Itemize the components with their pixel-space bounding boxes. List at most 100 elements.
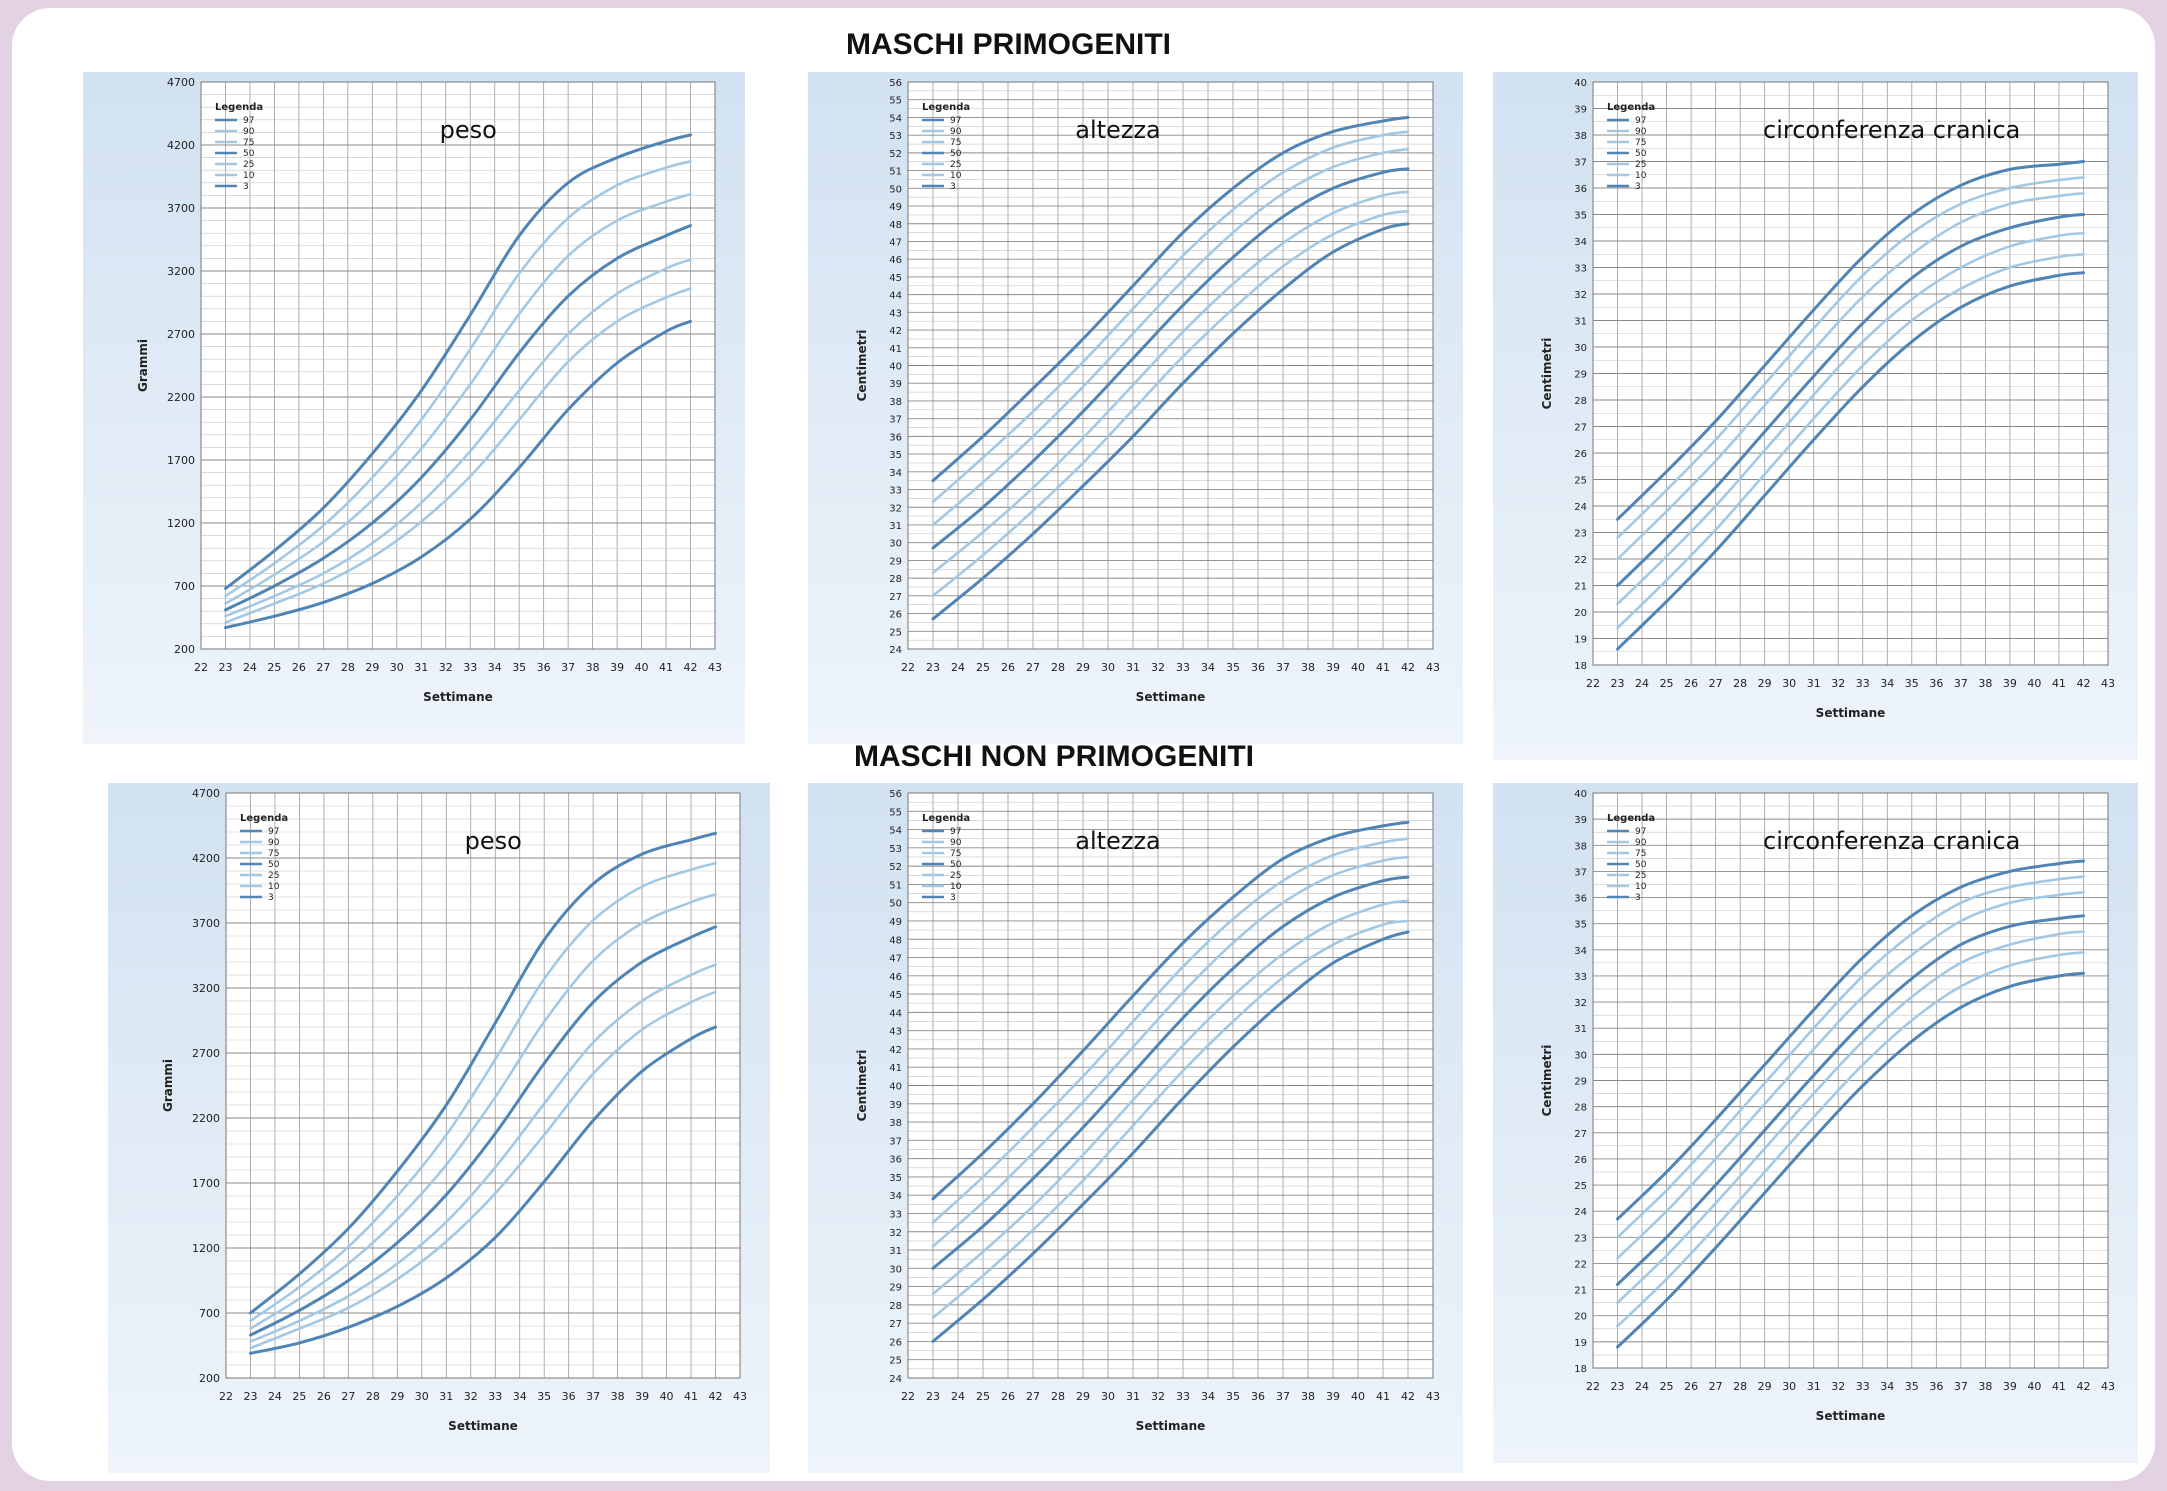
x-tick-label: 29 bbox=[365, 661, 379, 674]
series-line-50 bbox=[224, 224, 692, 612]
x-tick-label: 33 bbox=[463, 661, 477, 674]
y-tick-label: 35 bbox=[889, 450, 902, 461]
y-tick-label: 31 bbox=[1574, 1024, 1587, 1035]
x-tick-label: 37 bbox=[586, 1390, 600, 1403]
y-tick-label: 39 bbox=[1574, 105, 1587, 116]
x-tick-label: 28 bbox=[341, 661, 355, 674]
x-tick-label: 27 bbox=[1026, 1390, 1040, 1403]
plot-frame bbox=[1592, 81, 2109, 666]
series-line-75 bbox=[931, 855, 1410, 1248]
x-tick-label: 28 bbox=[1051, 661, 1065, 674]
y-tick-label: 27 bbox=[1574, 1129, 1587, 1140]
legend-entry: 97 bbox=[950, 116, 961, 126]
legend-title: Legenda bbox=[240, 813, 288, 824]
series-line-90 bbox=[1616, 176, 2085, 540]
x-tick-label: 36 bbox=[1929, 1380, 1943, 1393]
x-tick-label: 27 bbox=[341, 1390, 355, 1403]
y-tick-label: 2700 bbox=[192, 1047, 220, 1060]
y-tick-label: 54 bbox=[889, 826, 902, 837]
series-line-3 bbox=[249, 1025, 717, 1355]
y-axis-label: Grammi bbox=[136, 339, 150, 392]
x-axis-label: Settimane bbox=[423, 690, 493, 704]
series-line-90 bbox=[931, 130, 1410, 504]
plot-frame bbox=[907, 792, 1434, 1379]
series-line-10 bbox=[931, 919, 1410, 1319]
x-tick-label: 23 bbox=[1611, 677, 1625, 690]
x-tick-label: 22 bbox=[194, 661, 208, 674]
x-tick-label: 43 bbox=[1426, 1390, 1440, 1403]
y-tick-label: 20 bbox=[1574, 608, 1587, 619]
chart-svg: 200 700 1200 1700 2200 2700 3200 3700 4200 4700 22… bbox=[83, 72, 745, 744]
x-tick-label: 37 bbox=[1954, 1380, 1968, 1393]
y-tick-label: 2700 bbox=[167, 328, 195, 341]
chart-altezza-primogeniti: 24 25 26 27 28 29 30 31 32 33 34 35 36 37 38 39 40 41 42 43… bbox=[808, 72, 1463, 744]
y-tick-label: 41 bbox=[889, 344, 902, 355]
x-tick-label: 24 bbox=[268, 1390, 282, 1403]
series-line-90 bbox=[224, 160, 692, 598]
x-tick-label: 38 bbox=[611, 1390, 625, 1403]
y-axis-label: Centimetri bbox=[855, 1050, 869, 1122]
y-tick-label: 26 bbox=[1574, 1155, 1587, 1166]
y-tick-label: 40 bbox=[889, 1082, 902, 1093]
y-tick-label: 34 bbox=[889, 468, 902, 479]
series-line-75 bbox=[1616, 192, 2085, 561]
x-tick-label: 33 bbox=[1176, 661, 1190, 674]
y-tick-label: 56 bbox=[889, 78, 902, 89]
x-tick-label: 22 bbox=[219, 1390, 233, 1403]
y-tick-label: 36 bbox=[889, 1155, 902, 1166]
legend-entry: 75 bbox=[268, 849, 279, 859]
x-tick-label: 41 bbox=[2052, 1380, 2066, 1393]
y-axis-label: Centimetri bbox=[855, 330, 869, 402]
x-tick-label: 23 bbox=[926, 1390, 940, 1403]
x-tick-label: 39 bbox=[1326, 1390, 1340, 1403]
x-tick-label: 37 bbox=[1276, 1390, 1290, 1403]
y-tick-label: 21 bbox=[1574, 1286, 1587, 1297]
x-tick-label: 43 bbox=[708, 661, 722, 674]
x-tick-label: 28 bbox=[1733, 1380, 1747, 1393]
y-tick-label: 47 bbox=[889, 954, 902, 965]
x-tick-label: 34 bbox=[1201, 1390, 1215, 1403]
y-tick-label: 24 bbox=[889, 645, 902, 656]
legend-entry: 90 bbox=[950, 127, 962, 137]
x-tick-label: 34 bbox=[488, 661, 502, 674]
x-tick-label: 36 bbox=[1929, 677, 1943, 690]
y-tick-label: 1200 bbox=[167, 517, 195, 530]
x-tick-label: 29 bbox=[390, 1390, 404, 1403]
x-tick-label: 41 bbox=[659, 661, 673, 674]
y-tick-label: 47 bbox=[889, 237, 902, 248]
x-tick-label: 31 bbox=[414, 661, 428, 674]
x-tick-label: 27 bbox=[1709, 677, 1723, 690]
x-tick-label: 39 bbox=[2003, 1380, 2017, 1393]
x-tick-label: 26 bbox=[1001, 1390, 1015, 1403]
series-line-25 bbox=[1616, 231, 2085, 606]
x-tick-label: 42 bbox=[1401, 1390, 1415, 1403]
y-tick-label: 52 bbox=[889, 149, 902, 160]
x-tick-label: 30 bbox=[1782, 677, 1796, 690]
legend-title: Legenda bbox=[215, 102, 263, 113]
y-tick-label: 51 bbox=[889, 167, 902, 178]
x-tick-label: 25 bbox=[1660, 677, 1674, 690]
y-tick-label: 3700 bbox=[192, 917, 220, 930]
legend-entry: 10 bbox=[243, 171, 255, 181]
legend-entry: 25 bbox=[268, 871, 279, 881]
y-tick-label: 31 bbox=[889, 1246, 902, 1257]
x-tick-label: 24 bbox=[1635, 1380, 1649, 1393]
series-line-50 bbox=[1616, 914, 2085, 1286]
x-tick-label: 34 bbox=[1201, 661, 1215, 674]
y-tick-label: 45 bbox=[889, 990, 902, 1001]
y-tick-label: 26 bbox=[889, 1337, 902, 1348]
chart-peso-non-primogeniti: 200 700 1200 1700 2200 2700 3200 3700 4200 4700 22… bbox=[108, 783, 770, 1473]
plot-area bbox=[226, 793, 740, 1378]
y-tick-label: 1700 bbox=[167, 454, 195, 467]
legend-entry: 50 bbox=[950, 149, 962, 159]
legend-entry: 10 bbox=[1635, 882, 1647, 892]
legend-title: Legenda bbox=[922, 102, 970, 113]
y-tick-label: 24 bbox=[889, 1374, 902, 1385]
legend-entry: 3 bbox=[1635, 893, 1641, 903]
y-tick-label: 700 bbox=[174, 580, 195, 593]
x-tick-label: 33 bbox=[1856, 677, 1870, 690]
y-tick-label: 37 bbox=[1574, 867, 1587, 878]
x-tick-label: 32 bbox=[1831, 677, 1845, 690]
y-tick-label: 48 bbox=[889, 935, 902, 946]
y-tick-label: 41 bbox=[889, 1063, 902, 1074]
